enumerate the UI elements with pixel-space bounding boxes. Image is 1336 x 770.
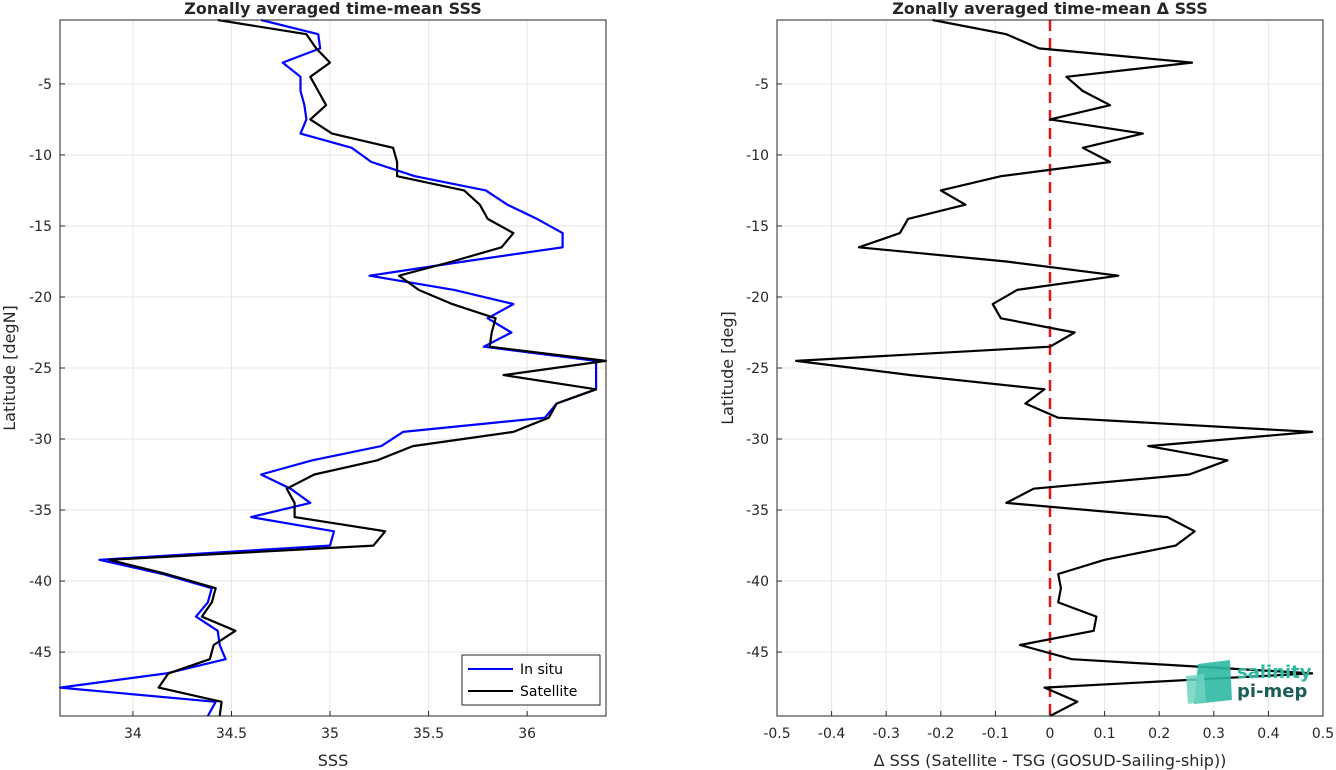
right-series-group [794, 18, 1314, 717]
right-y-tick-label: -20 [746, 290, 769, 306]
left-x-tick-label: 36 [518, 726, 536, 742]
right-y-tick-label: -30 [746, 432, 769, 448]
right-ticks: -0.5 -0.4 -0.3 -0.2 -0.1 0 0.1 0.2 0.3 0.4 0.5 -5 -1… [746, 77, 1334, 742]
left-y-tick-label: -10 [29, 148, 52, 164]
right-y-tick-label: -25 [746, 361, 769, 377]
legend: In situ Satellite [461, 654, 601, 706]
left-x-tick-label: 34 [124, 726, 142, 742]
left-y-tick-label: -25 [29, 361, 52, 377]
right-series-line-series-0 [794, 18, 1314, 717]
left-ticks: 34 34.5 35 35.5 36 -5 -10 -15 -20 -25 -30 -35 -40 -45 [29, 77, 536, 742]
left-y-tick-label: -45 [29, 645, 52, 661]
right-x-tick-label: -0.3 [873, 726, 900, 742]
right-x-tick-label: -0.2 [927, 726, 954, 742]
right-y-axis-label: Latitude [deg] [718, 311, 737, 425]
legend-box [461, 654, 601, 706]
right-x-tick-label: 0.1 [1093, 726, 1115, 742]
left-y-tick-label: -5 [38, 77, 52, 93]
left-series-line-in-situ [58, 18, 598, 717]
left-series-group [58, 18, 608, 717]
right-x-tick-label: 0.2 [1148, 726, 1170, 742]
left-series-line-satellite [108, 18, 608, 717]
right-y-tick-label: -35 [746, 503, 769, 519]
right-y-tick-label: -5 [755, 77, 769, 93]
right-x-tick-label: -0.5 [763, 726, 790, 742]
left-y-axis-label: Latitude [degN] [0, 305, 19, 431]
right-x-tick-label: -0.1 [982, 726, 1009, 742]
left-x-tick-label: 34.5 [216, 726, 247, 742]
left-y-tick-label: -40 [29, 574, 52, 590]
right-x-tick-label: 0.3 [1203, 726, 1225, 742]
right-x-tick-label: 0 [1046, 726, 1055, 742]
left-y-tick-label: -30 [29, 432, 52, 448]
right-y-tick-label: -15 [746, 219, 769, 235]
right-x-tick-label: 0.5 [1312, 726, 1334, 742]
left-y-tick-label: -15 [29, 219, 52, 235]
right-x-axis-label: Δ SSS (Satellite - TSG (GOSUD-Sailing-sh… [874, 751, 1227, 770]
right-panel: -0.5 -0.4 -0.3 -0.2 -0.1 0 0.1 0.2 0.3 0.4 0.5 -5 -1… [718, 0, 1334, 770]
left-x-axis-label: SSS [318, 751, 348, 770]
logo-text-salinity: salinity [1237, 662, 1312, 683]
left-y-tick-label: -20 [29, 290, 52, 306]
left-grid [60, 20, 606, 716]
right-x-tick-label: 0.4 [1257, 726, 1279, 742]
left-x-tick-label: 35.5 [413, 726, 444, 742]
legend-label-satellite: Satellite [520, 684, 577, 700]
left-panel: 34 34.5 35 35.5 36 -5 -10 -15 -20 -25 -30 -35 -40 -45… [0, 0, 608, 770]
left-y-tick-label: -35 [29, 503, 52, 519]
logo-text-pi-mep: pi-mep [1237, 681, 1307, 702]
logo: salinity pi-mep [1186, 660, 1312, 704]
legend-label-in-situ: In situ [520, 662, 563, 678]
right-y-tick-label: -45 [746, 645, 769, 661]
right-chart-title: Zonally averaged time-mean Δ SSS [892, 0, 1208, 18]
right-y-tick-label: -40 [746, 574, 769, 590]
right-x-tick-label: -0.4 [818, 726, 845, 742]
right-y-tick-label: -10 [746, 148, 769, 164]
left-chart-title: Zonally averaged time-mean SSS [184, 0, 482, 18]
left-x-tick-label: 35 [321, 726, 339, 742]
logo-mark-facet-icon [1186, 674, 1206, 704]
